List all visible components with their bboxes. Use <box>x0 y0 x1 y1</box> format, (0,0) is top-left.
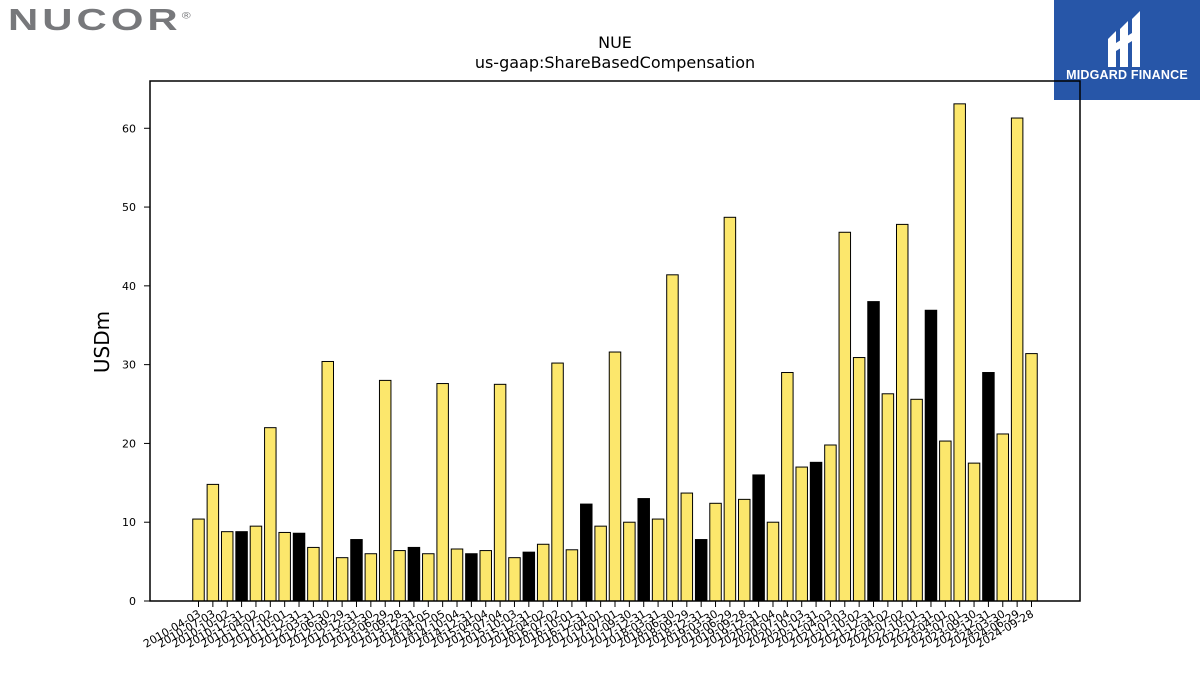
bar-2021-04-03 <box>824 444 837 602</box>
bar-2016-12-31 <box>580 503 593 602</box>
bar-2012-03-31 <box>307 546 320 602</box>
bar-2016-10-01 <box>565 549 579 602</box>
bar-2013-09-28 <box>393 550 406 602</box>
bar-2022-12-31 <box>924 309 938 602</box>
bar-2024-06-29 <box>1010 117 1024 602</box>
bar-2015-07-04 <box>493 383 507 602</box>
bar-2018-06-30 <box>666 274 679 602</box>
y-tick-label: 60 <box>122 122 136 135</box>
bar-2023-09-30 <box>967 462 981 602</box>
bar-2019-12-31 <box>752 474 765 602</box>
bar-2024-09-28 <box>1025 353 1038 602</box>
bar-2020-10-03 <box>795 466 808 602</box>
watermark-text: MIDGARD FINANCE <box>1066 68 1188 82</box>
bar-2011-12-31 <box>292 532 306 602</box>
bar-2015-12-31 <box>522 551 536 602</box>
bar-2022-04-02 <box>881 393 895 602</box>
bar-2019-06-29 <box>723 216 737 602</box>
bar-2019-09-28 <box>738 498 751 602</box>
y-tick-label: 0 <box>129 595 136 608</box>
bar-2020-04-04 <box>766 521 780 602</box>
bar-2010-07-03 <box>206 483 220 602</box>
bar-2013-06-29 <box>378 379 392 602</box>
bar-2021-07-03 <box>838 231 852 602</box>
brand-logo-text: NUCOR <box>8 2 182 37</box>
bar-2022-10-01 <box>910 398 923 602</box>
bar-2010-04-03 <box>192 518 205 602</box>
bar-2024-03-30 <box>996 433 1010 602</box>
bar-2016-07-02 <box>551 362 564 602</box>
bar-2021-10-02 <box>852 357 866 602</box>
bar-2023-07-01 <box>953 103 966 602</box>
plot-frame <box>149 80 1081 602</box>
bar-2014-10-04 <box>450 548 464 602</box>
bar-2018-03-31 <box>651 518 665 602</box>
midgard-logo-icon <box>1108 11 1140 67</box>
bar-2018-12-31 <box>694 539 708 602</box>
bar-2010-12-31 <box>235 531 248 602</box>
y-axis-ticks: 0 10 20 30 40 50 60 <box>122 122 150 608</box>
bar-2020-07-04 <box>781 372 794 602</box>
watermark-badge: MIDGARD FINANCE <box>1054 0 1200 100</box>
bar-2017-09-30 <box>623 521 636 602</box>
bar-2017-04-01 <box>594 525 607 602</box>
bar-2023-12-31 <box>982 372 995 602</box>
y-tick-label: 40 <box>122 280 136 293</box>
bar-2013-12-31 <box>407 546 421 602</box>
bar-2017-12-31 <box>637 498 650 602</box>
bar-2016-04-02 <box>536 543 550 602</box>
bar-2017-07-01 <box>608 351 622 602</box>
bar-2011-07-02 <box>264 427 277 602</box>
bar-2011-04-02 <box>249 525 263 602</box>
y-tick-label: 20 <box>122 437 136 450</box>
chart-subtitle: us-gaap:ShareBasedCompensation <box>475 53 755 72</box>
bar-2021-12-31 <box>867 301 880 602</box>
bar-2010-10-02 <box>220 531 234 602</box>
brand-logo: NUCOR® <box>8 2 191 38</box>
bars-group <box>192 103 1038 602</box>
registered-mark: ® <box>181 10 191 21</box>
y-axis-label: USDm <box>90 311 114 373</box>
bar-2012-06-30 <box>321 360 335 602</box>
bar-2012-09-29 <box>335 557 349 602</box>
bar-2014-12-31 <box>465 553 478 602</box>
y-tick-label: 30 <box>122 359 136 372</box>
chart-title: NUE <box>598 33 632 52</box>
bar-2020-12-31 <box>809 461 823 602</box>
bar-2012-12-31 <box>350 539 363 602</box>
bar-2014-04-05 <box>422 553 435 602</box>
bar-2018-09-29 <box>680 492 694 602</box>
bar-2023-04-01 <box>939 440 952 602</box>
bar-2019-03-30 <box>709 502 722 602</box>
x-axis-ticks: 2010-04-032010-07-032010-10-022010-12-31… <box>141 601 1036 651</box>
bar-2022-07-02 <box>895 223 909 602</box>
bar-2015-04-04 <box>479 550 492 602</box>
bar-2014-07-05 <box>436 383 449 602</box>
bar-2011-10-01 <box>278 531 291 602</box>
bar-2015-10-03 <box>508 557 521 602</box>
y-tick-label: 10 <box>122 516 136 529</box>
y-tick-label: 50 <box>122 201 136 214</box>
bar-2013-03-30 <box>364 553 378 602</box>
